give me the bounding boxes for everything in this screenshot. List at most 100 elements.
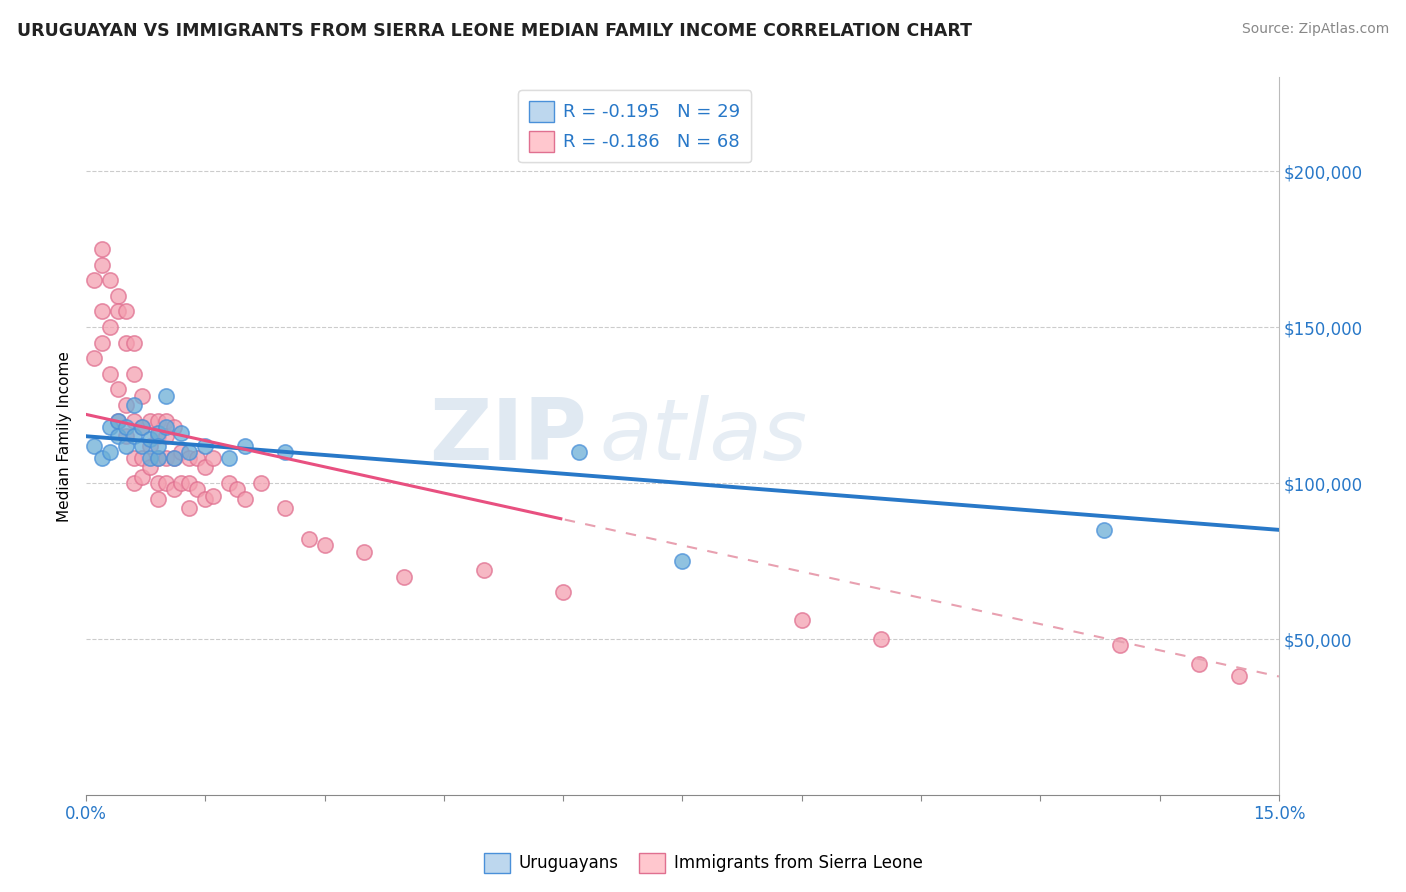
- Point: [91, 451, 114, 466]
- Point: [131, 439, 153, 453]
- Point: [162, 451, 184, 466]
- Point: [98, 367, 121, 381]
- Point: [226, 483, 249, 497]
- Point: [353, 544, 375, 558]
- Point: [122, 476, 145, 491]
- Point: [298, 533, 321, 547]
- Point: [186, 451, 208, 466]
- Text: Source: ZipAtlas.com: Source: ZipAtlas.com: [1241, 22, 1389, 37]
- Point: [146, 429, 169, 443]
- Point: [114, 335, 136, 350]
- Point: [146, 451, 169, 466]
- Point: [274, 445, 297, 459]
- Point: [107, 304, 129, 318]
- Point: [314, 538, 336, 552]
- Point: [194, 460, 217, 475]
- Point: [131, 470, 153, 484]
- Point: [91, 304, 114, 318]
- Point: [553, 585, 575, 599]
- Point: [98, 420, 121, 434]
- Point: [671, 554, 693, 568]
- Point: [122, 367, 145, 381]
- Point: [146, 476, 169, 491]
- Point: [107, 414, 129, 428]
- Point: [392, 569, 415, 583]
- Point: [170, 476, 193, 491]
- Text: ZIP: ZIP: [429, 395, 588, 478]
- Point: [146, 451, 169, 466]
- Point: [138, 451, 160, 466]
- Point: [91, 242, 114, 256]
- Point: [1188, 657, 1211, 671]
- Point: [91, 335, 114, 350]
- Point: [83, 439, 105, 453]
- Text: URUGUAYAN VS IMMIGRANTS FROM SIERRA LEONE MEDIAN FAMILY INCOME CORRELATION CHART: URUGUAYAN VS IMMIGRANTS FROM SIERRA LEON…: [17, 22, 972, 40]
- Point: [179, 445, 201, 459]
- Point: [146, 491, 169, 506]
- Point: [274, 501, 297, 516]
- Point: [790, 613, 813, 627]
- Point: [114, 420, 136, 434]
- Point: [98, 273, 121, 287]
- Point: [114, 398, 136, 412]
- Point: [91, 258, 114, 272]
- Point: [170, 445, 193, 459]
- Point: [1227, 669, 1250, 683]
- Point: [107, 289, 129, 303]
- Legend: Uruguayans, Immigrants from Sierra Leone: Uruguayans, Immigrants from Sierra Leone: [477, 847, 929, 880]
- Point: [114, 439, 136, 453]
- Point: [98, 445, 121, 459]
- Point: [179, 501, 201, 516]
- Point: [138, 414, 160, 428]
- Point: [114, 304, 136, 318]
- Point: [233, 439, 256, 453]
- Point: [114, 429, 136, 443]
- Point: [194, 439, 217, 453]
- Point: [131, 420, 153, 434]
- Legend: R = -0.195   N = 29, R = -0.186   N = 68: R = -0.195 N = 29, R = -0.186 N = 68: [519, 90, 751, 162]
- Point: [568, 445, 591, 459]
- Point: [162, 420, 184, 434]
- Point: [98, 320, 121, 334]
- Point: [155, 420, 177, 434]
- Point: [218, 451, 240, 466]
- Point: [83, 351, 105, 366]
- Point: [194, 491, 217, 506]
- Text: atlas: atlas: [599, 395, 807, 478]
- Point: [155, 389, 177, 403]
- Point: [138, 439, 160, 453]
- Point: [155, 451, 177, 466]
- Point: [146, 414, 169, 428]
- Point: [162, 451, 184, 466]
- Point: [107, 414, 129, 428]
- Point: [250, 476, 273, 491]
- Point: [155, 414, 177, 428]
- Point: [131, 389, 153, 403]
- Point: [83, 273, 105, 287]
- Point: [146, 426, 169, 441]
- Point: [107, 383, 129, 397]
- Point: [155, 476, 177, 491]
- Point: [202, 451, 225, 466]
- Point: [122, 429, 145, 443]
- Point: [472, 563, 495, 577]
- Point: [131, 451, 153, 466]
- Point: [146, 439, 169, 453]
- Point: [122, 414, 145, 428]
- Point: [186, 483, 208, 497]
- Point: [1108, 638, 1130, 652]
- Point: [179, 476, 201, 491]
- Point: [870, 632, 893, 646]
- Point: [233, 491, 256, 506]
- Point: [122, 335, 145, 350]
- Point: [155, 429, 177, 443]
- Point: [218, 476, 240, 491]
- Point: [179, 451, 201, 466]
- Point: [138, 433, 160, 447]
- Point: [162, 483, 184, 497]
- Point: [122, 398, 145, 412]
- Point: [138, 460, 160, 475]
- Point: [170, 426, 193, 441]
- Point: [1092, 523, 1115, 537]
- Point: [131, 420, 153, 434]
